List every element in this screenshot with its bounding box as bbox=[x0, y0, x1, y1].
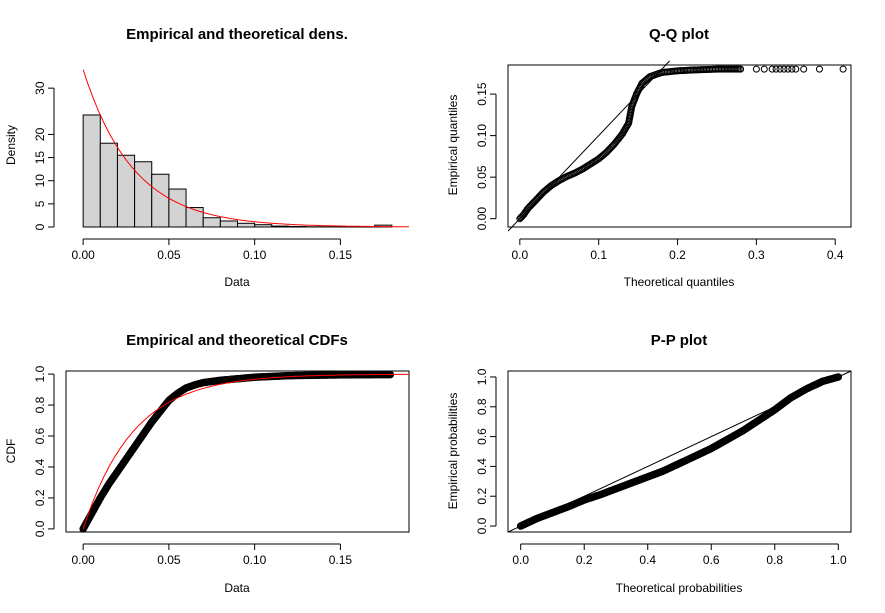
axes: 0.0 0.2 0.4 0.6 0.8 1.0 0.0 0.2 0.4 0.6 0.8 1.0 bbox=[475, 368, 847, 567]
x-axis-label: Theoretical quantiles bbox=[624, 275, 735, 289]
theoretical-density-curve bbox=[82, 69, 410, 228]
x-tick-label: 0.3 bbox=[748, 248, 765, 262]
qq-point bbox=[768, 65, 776, 73]
x-tick-label: 0.00 bbox=[71, 248, 95, 262]
chart-title: Empirical and theoretical dens. bbox=[126, 26, 348, 43]
histogram-bar bbox=[151, 173, 170, 228]
x-axis-label: Data bbox=[224, 581, 250, 595]
y-axis-label: Empirical probabilities bbox=[446, 393, 460, 510]
cdf-panel: Empirical and theoretical CDFs Data CDF … bbox=[4, 332, 410, 595]
x-tick-label: 0.05 bbox=[157, 248, 181, 262]
x-tick-label: 0.2 bbox=[576, 553, 593, 567]
x-tick-label: 0.4 bbox=[827, 248, 844, 262]
histogram-bar bbox=[202, 217, 221, 228]
histogram-bars bbox=[82, 114, 393, 228]
histogram-bar bbox=[237, 222, 256, 228]
x-tick-label: 0.10 bbox=[243, 248, 267, 262]
axes: 0.00 0.05 0.10 0.15 0 5 10 15 20 30 bbox=[33, 81, 352, 262]
x-tick-label: 0.15 bbox=[329, 248, 353, 262]
y-tick-label: 0.10 bbox=[475, 124, 489, 148]
qq-point bbox=[737, 65, 745, 73]
qq-point bbox=[772, 65, 780, 73]
histogram-bar bbox=[185, 207, 204, 228]
x-tick-label: 0.15 bbox=[329, 553, 353, 567]
pp-panel: P-P plot Theoretical probabilities Empir… bbox=[446, 332, 852, 595]
qq-panel: Q-Q plot Theoretical quantiles Empirical… bbox=[446, 26, 852, 289]
qq-point bbox=[788, 65, 796, 73]
histogram-bar bbox=[134, 161, 153, 228]
qq-point bbox=[644, 75, 652, 83]
y-tick-label: 20 bbox=[33, 127, 47, 141]
qq-point bbox=[776, 65, 784, 73]
qq-point bbox=[780, 65, 788, 73]
qq-point bbox=[800, 65, 808, 73]
qq-points bbox=[516, 65, 847, 223]
x-tick-label: 0.2 bbox=[669, 248, 686, 262]
empirical-cdf-points bbox=[79, 370, 395, 533]
chart-title: P-P plot bbox=[651, 332, 707, 349]
y-tick-label: 0.4 bbox=[475, 458, 489, 475]
histogram-bar bbox=[271, 225, 290, 228]
histogram-bar bbox=[82, 114, 101, 228]
y-axis-label: CDF bbox=[4, 439, 18, 464]
x-tick-label: 0.05 bbox=[157, 553, 181, 567]
x-tick-label: 0.6 bbox=[703, 553, 720, 567]
y-axis-label: Density bbox=[4, 125, 18, 165]
y-tick-label: 0.4 bbox=[33, 458, 47, 475]
x-tick-label: 0.0 bbox=[512, 553, 529, 567]
histogram-bar bbox=[219, 220, 239, 228]
y-tick-label: 0.6 bbox=[33, 427, 47, 444]
x-tick-label: 0.4 bbox=[639, 553, 656, 567]
histogram-bar bbox=[168, 188, 187, 228]
y-tick-label: 0 bbox=[33, 223, 47, 230]
x-tick-label: 0.1 bbox=[590, 248, 607, 262]
y-axis-label: Empirical quantiles bbox=[446, 95, 460, 196]
y-tick-label: 0.8 bbox=[33, 396, 47, 413]
plot-frame bbox=[507, 370, 852, 533]
qq-point bbox=[752, 65, 760, 73]
y-tick-label: 0.05 bbox=[475, 165, 489, 189]
y-tick-label: 1.0 bbox=[33, 365, 47, 382]
qq-point bbox=[760, 65, 768, 73]
x-tick-label: 0.00 bbox=[71, 553, 95, 567]
plot-frame bbox=[507, 64, 852, 228]
x-tick-label: 0.8 bbox=[766, 553, 783, 567]
y-tick-label: 0.6 bbox=[475, 428, 489, 445]
y-tick-label: 0.0 bbox=[475, 517, 489, 534]
y-tick-label: 15 bbox=[33, 151, 47, 165]
qq-point bbox=[792, 65, 800, 73]
qq-point bbox=[784, 65, 792, 73]
qq-point bbox=[839, 65, 847, 73]
theoretical-cdf-curve bbox=[82, 373, 409, 530]
x-tick-label: 1.0 bbox=[830, 553, 847, 567]
density-panel: Empirical and theoretical dens. Data Den… bbox=[4, 26, 410, 289]
histogram-bar bbox=[99, 142, 118, 228]
y-tick-label: 0.2 bbox=[33, 489, 47, 506]
x-tick-label: 0.10 bbox=[243, 553, 267, 567]
y-tick-label: 0.00 bbox=[475, 207, 489, 231]
y-tick-label: 1.0 bbox=[475, 368, 489, 385]
y-tick-label: 5 bbox=[33, 200, 47, 207]
x-axis-label: Theoretical probabilities bbox=[616, 581, 743, 595]
axes: 0.00 0.05 0.10 0.15 0.0 0.2 0.4 0.6 0.8 1.0 bbox=[33, 365, 352, 567]
y-tick-label: 0.2 bbox=[475, 488, 489, 505]
y-tick-label: 0.0 bbox=[33, 520, 47, 537]
qq-point bbox=[815, 65, 823, 73]
chart-title: Q-Q plot bbox=[649, 26, 709, 43]
x-axis-label: Data bbox=[224, 275, 250, 289]
axes: 0.0 0.1 0.2 0.3 0.4 0.00 0.05 0.10 0.15 bbox=[475, 82, 844, 262]
y-tick-label: 10 bbox=[33, 174, 47, 188]
histogram-bar bbox=[254, 224, 273, 228]
histogram-bar bbox=[116, 154, 136, 228]
plot-frame bbox=[65, 370, 410, 533]
y-tick-label: 30 bbox=[33, 81, 47, 95]
pp-point bbox=[834, 373, 843, 381]
chart-title: Empirical and theoretical CDFs bbox=[126, 332, 348, 349]
x-tick-label: 0.0 bbox=[511, 248, 528, 262]
y-tick-label: 0.8 bbox=[475, 398, 489, 415]
pp-points bbox=[516, 373, 843, 530]
y-tick-label: 0.15 bbox=[475, 82, 489, 106]
